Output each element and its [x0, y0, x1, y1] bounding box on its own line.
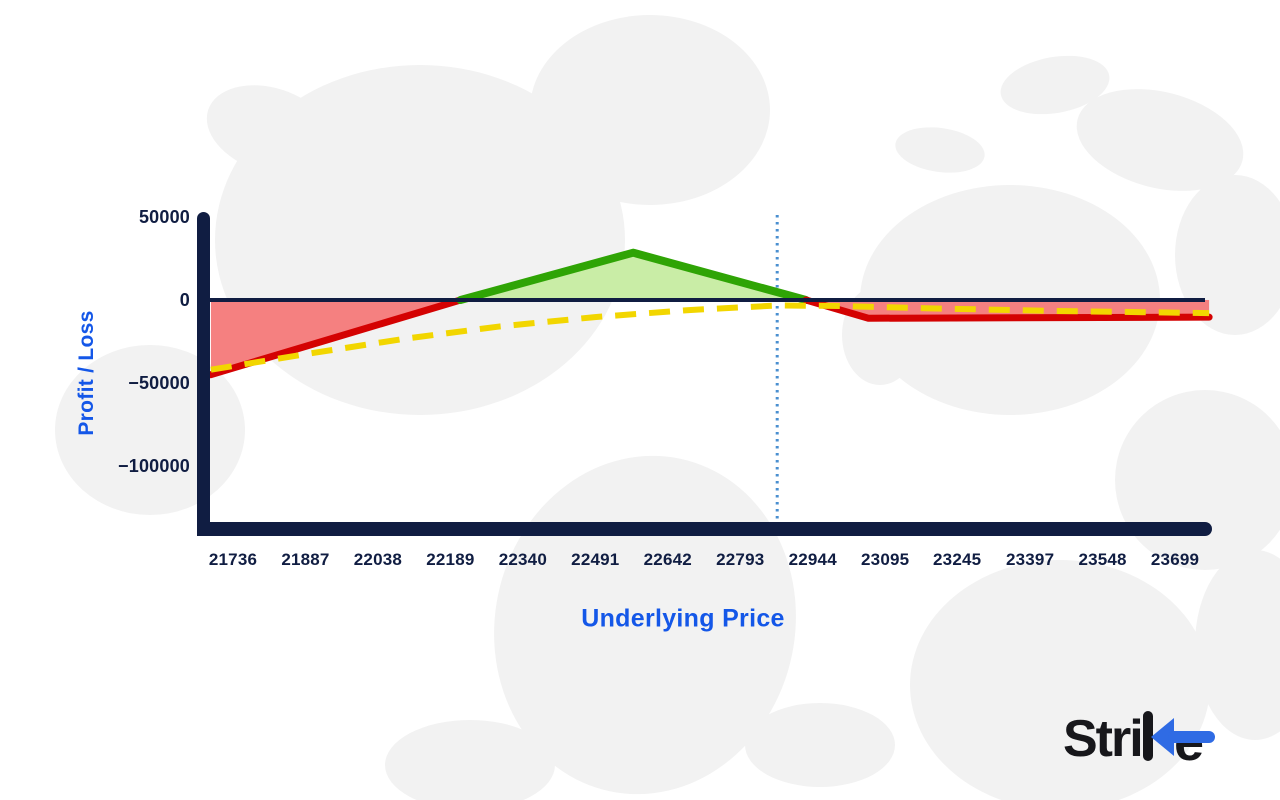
x-axis-line — [197, 522, 1212, 536]
y-tick-label: 0 — [179, 290, 190, 310]
x-tick-label: 23699 — [1150, 550, 1200, 569]
x-tick-label: 23095 — [861, 550, 910, 569]
y-axis-title: Profit / Loss — [75, 310, 98, 436]
y-tick-label: −100000 — [118, 456, 190, 476]
logo-text-prefix: Stri — [1063, 710, 1144, 768]
logo-k-stem — [1142, 711, 1153, 761]
x-tick-label: 23548 — [1078, 550, 1127, 569]
x-tick-label: 22038 — [353, 550, 403, 569]
zero-line — [210, 298, 1205, 302]
y-axis-line — [197, 212, 210, 536]
profit-zone-fill — [460, 252, 807, 300]
x-tick-label: 23397 — [1005, 550, 1055, 569]
x-tick-label: 23245 — [933, 550, 982, 569]
y-tick-label: −50000 — [128, 373, 190, 393]
x-tick-label: 22491 — [571, 550, 620, 569]
x-tick-label: 22944 — [788, 550, 837, 569]
current-pnl-line — [210, 302, 1210, 373]
x-tick-label: 22793 — [716, 550, 765, 569]
payoff-line — [456, 248, 811, 304]
x-tick-label: 22189 — [426, 550, 475, 569]
x-axis-title: Underlying Price — [581, 604, 785, 633]
y-tick-label: 50000 — [138, 207, 190, 227]
x-tick-label: 22642 — [643, 550, 692, 569]
logo-arrow-icon — [1150, 718, 1215, 756]
x-tick-label: 21887 — [281, 550, 330, 569]
strike-logo: Stri e — [1063, 707, 1215, 769]
x-tick-label: 22340 — [498, 550, 547, 569]
logo-ke-mark: e — [1142, 711, 1215, 766]
x-tick-label: 21736 — [208, 550, 258, 569]
